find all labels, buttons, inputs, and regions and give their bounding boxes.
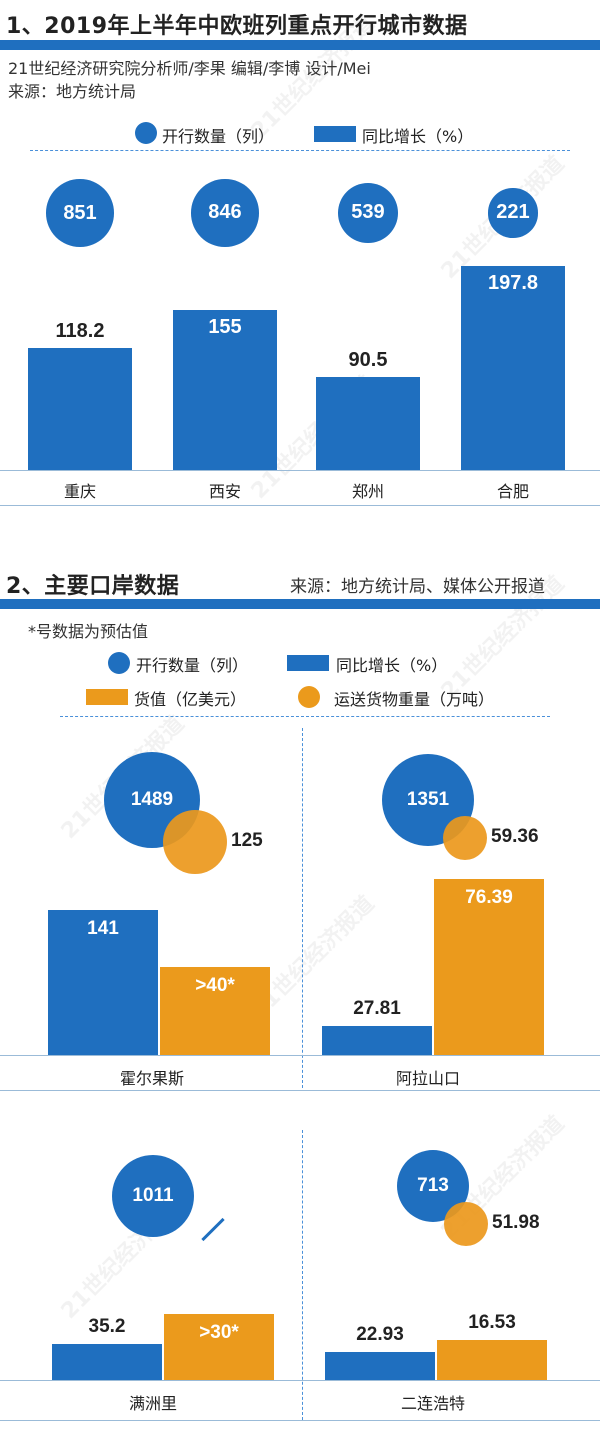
legend-bar-icon	[287, 655, 329, 671]
chart1-baseline	[0, 470, 600, 471]
panel-row1-baseline	[0, 1055, 600, 1056]
category-label: 满洲里	[128, 1394, 177, 1413]
growth-bar	[28, 348, 132, 470]
weight-value-label: 125	[231, 830, 263, 851]
growth-bar	[461, 266, 565, 470]
section2-title: 2、主要口岸数据	[6, 574, 180, 599]
cargo-value-label: >30*	[199, 1322, 239, 1343]
cargo-value-label: >40*	[195, 975, 235, 996]
cargo-value-bar	[434, 879, 544, 1055]
legend-value-label: 货值（亿美元）	[134, 690, 247, 709]
growth-value-label: 90.5	[348, 348, 388, 371]
growth-bar	[48, 909, 158, 1055]
slash-mark	[201, 1217, 225, 1242]
category-label: 郑州	[351, 482, 384, 501]
legend-weight-icon	[298, 686, 320, 708]
growth-bar	[325, 1352, 435, 1380]
cargo-value-bar	[164, 1314, 274, 1380]
legend-bar-icon	[314, 126, 356, 142]
section1-title-rule	[0, 40, 600, 50]
growth-value-label: 197.8	[487, 272, 539, 295]
count-circle: 539	[338, 183, 398, 243]
cargo-value-label: 16.53	[468, 1312, 516, 1333]
growth-value-label: 22.93	[356, 1324, 404, 1345]
count-circle: 221	[488, 188, 538, 238]
legend-divider	[30, 150, 570, 151]
weight-value-label: 51.98	[492, 1212, 540, 1233]
growth-bar	[316, 376, 420, 470]
weight-circle	[163, 810, 227, 874]
category-label: 合肥	[496, 482, 529, 501]
chart1-bottom-line	[0, 505, 600, 506]
legend-count-label: 开行数量（列）	[162, 127, 275, 146]
growth-bar	[322, 1026, 432, 1055]
count-circle: 1011	[112, 1155, 194, 1237]
weight-value-label: 59.36	[491, 826, 539, 847]
weight-circle	[443, 816, 487, 860]
legend-circle-icon	[108, 652, 130, 674]
growth-bar	[52, 1343, 162, 1380]
category-label: 霍尔果斯	[119, 1069, 184, 1088]
legend-weight-label: 运送货物重量（万吨）	[334, 690, 495, 709]
growth-value-label: 27.81	[353, 998, 401, 1020]
cargo-value-label: 76.39	[465, 887, 513, 909]
count-circle: 851	[46, 179, 114, 247]
count-circle: 846	[191, 179, 259, 247]
panel-divider-top	[302, 728, 303, 1088]
growth-bar	[173, 310, 277, 470]
category-label: 重庆	[63, 482, 96, 501]
section1-source: 来源：地方统计局	[8, 82, 137, 101]
section1-credits: 21世纪经济研究院分析师/李果 编辑/李博 设计/Mei	[8, 59, 371, 78]
growth-value-label: 118.2	[55, 320, 105, 343]
category-label: 西安	[208, 482, 241, 501]
legend-growth-label: 同比增长（%）	[362, 127, 474, 146]
growth-value-label: 141	[87, 917, 119, 939]
legend2-divider	[60, 716, 550, 717]
section2-title-rule	[0, 599, 600, 609]
section2-note: *号数据为预估值	[28, 622, 149, 641]
panel-row2-bottom	[0, 1420, 600, 1421]
growth-value-label: 35.2	[88, 1315, 126, 1337]
growth-value-label: 155	[208, 316, 242, 339]
legend-growth-label: 同比增长（%）	[336, 656, 448, 675]
legend-value-icon	[86, 689, 128, 705]
legend-circle-icon	[135, 122, 157, 144]
cargo-value-bar	[437, 1340, 547, 1380]
panel-row1-bottom	[0, 1090, 600, 1091]
weight-circle	[444, 1202, 488, 1246]
category-label: 阿拉山口	[395, 1069, 460, 1088]
panel-row2-baseline	[0, 1380, 600, 1381]
legend-count-label: 开行数量（列）	[136, 656, 249, 675]
panel-divider-bottom	[302, 1130, 303, 1420]
cargo-value-bar	[160, 967, 270, 1055]
section1-title: 1、2019年上半年中欧班列重点开行城市数据	[6, 14, 468, 39]
category-label: 二连浩特	[400, 1394, 465, 1413]
section2-source: 来源：地方统计局、媒体公开报道	[290, 577, 545, 597]
